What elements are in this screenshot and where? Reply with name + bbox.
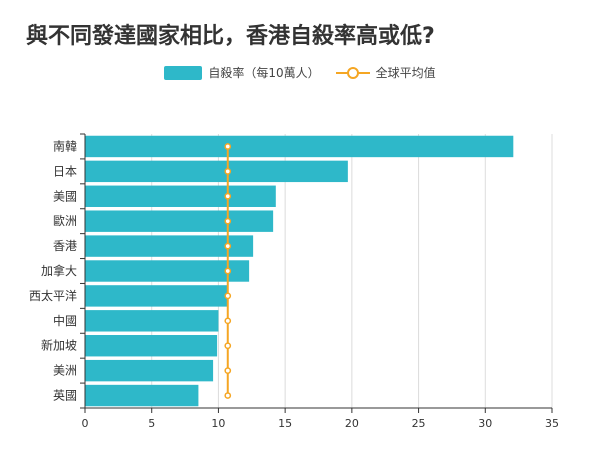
average-point-10 [224,367,232,374]
average-point-3 [224,192,232,200]
legend-item-rate[interactable]: 自殺率（每10萬人） [164,64,320,81]
category-label: 日本 [53,164,77,178]
bar-4 [85,210,274,232]
bar-11 [85,384,199,407]
legend-label-rate: 自殺率（每10萬人） [208,66,320,80]
bar-7 [85,285,228,307]
category-label: 英國 [53,389,77,403]
x-tick-label: 10 [211,417,225,430]
average-point-7 [224,292,232,300]
bar-6 [85,260,250,282]
average-point-11 [224,392,232,399]
bar-9 [85,335,218,357]
average-point-6 [224,267,232,275]
chart-title: 與不同發達國家相比，香港自殺率高或低? [26,24,435,49]
category-label: 新加坡 [41,338,77,353]
bar-10 [85,359,214,382]
legend-item-average[interactable]: 全球平均值 [335,64,436,81]
category-label: 美洲 [53,364,77,378]
bar-2 [85,160,348,183]
category-label: 美國 [53,189,77,203]
bar-1 [85,135,514,158]
legend-swatch-average [335,66,370,80]
category-label: 加拿大 [41,263,77,278]
x-tick-label: 35 [545,417,559,430]
legend-label-average: 全球平均值 [375,66,436,80]
average-point-9 [224,342,232,350]
legend: 自殺率（每10萬人） 全球平均值 [0,64,600,81]
category-label: 南韓 [53,138,77,153]
bar-3 [85,185,276,207]
average-point-2 [224,168,232,175]
average-point-4 [224,217,232,225]
x-tick-label: 0 [82,417,89,430]
bar-5 [85,235,254,257]
x-tick-label: 5 [148,417,155,430]
x-tick-label: 15 [278,417,292,430]
legend-swatch-rate [164,65,203,80]
category-label: 西太平洋 [29,288,77,303]
x-tick-label: 20 [345,417,359,430]
x-tick-label: 30 [478,417,492,430]
x-tick-label: 25 [412,417,426,430]
average-point-1 [224,143,232,150]
category-label: 香港 [53,239,77,253]
category-label: 中國 [53,313,77,328]
category-label: 歐洲 [53,213,77,228]
average-point-5 [224,242,232,250]
average-point-8 [224,317,232,325]
bar-8 [85,310,219,332]
